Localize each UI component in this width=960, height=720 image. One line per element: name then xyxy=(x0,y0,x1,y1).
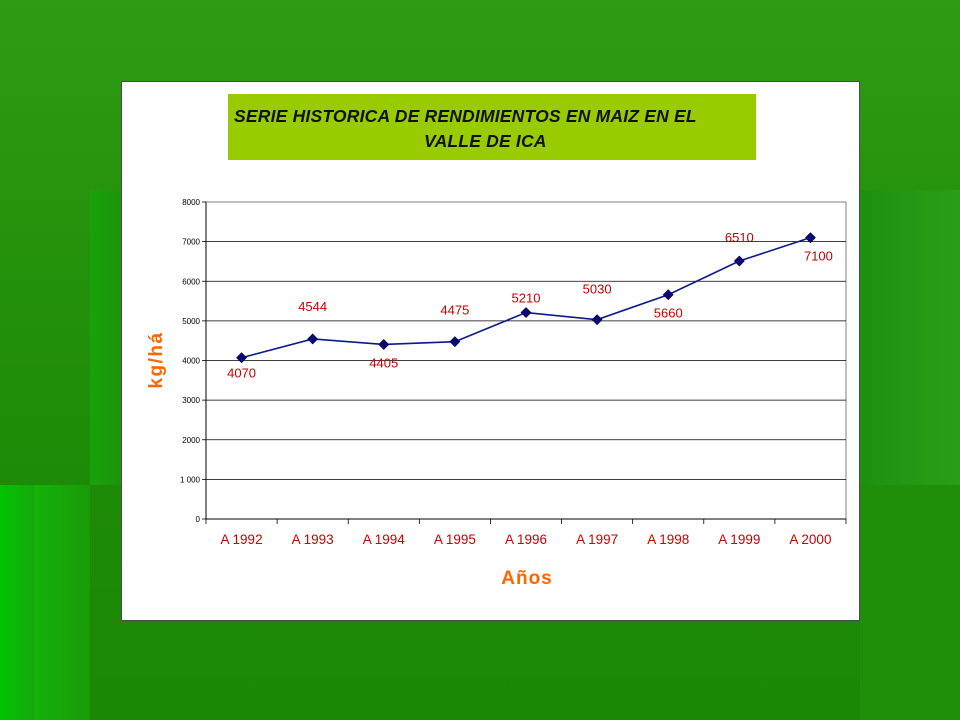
data-label: 7100 xyxy=(804,249,833,264)
data-label: 6510 xyxy=(725,230,754,245)
data-point-marker xyxy=(805,232,816,244)
data-point-marker xyxy=(307,333,319,345)
y-tick-label: 1 000 xyxy=(180,475,201,484)
line-chart: 0 1 000 2000 3000 4000 5000 6000 7000 8000 A 1992… xyxy=(146,198,847,589)
background-shape xyxy=(860,485,960,720)
chart-title-line-2: VALLE DE ICA xyxy=(424,131,547,151)
background-shape xyxy=(34,485,90,720)
data-point-marker xyxy=(236,352,247,364)
data-point-marker xyxy=(520,307,532,318)
background-shape xyxy=(860,190,960,485)
chart-panel: SERIE HISTORICA DE RENDIMIENTOS EN MAIZ … xyxy=(121,81,860,621)
chart-title-box: SERIE HISTORICA DE RENDIMIENTOS EN MAIZ … xyxy=(228,94,756,160)
chart-title-line-1: SERIE HISTORICA DE RENDIMIENTOS EN MAIZ … xyxy=(234,106,697,126)
data-label: 4405 xyxy=(369,355,398,370)
y-tick-label: 4000 xyxy=(182,357,200,366)
x-tick-label: A 1999 xyxy=(718,532,760,547)
x-tick-label: A 2000 xyxy=(789,532,831,547)
x-tick-label: A 1994 xyxy=(363,532,406,547)
data-label: 4475 xyxy=(440,303,469,318)
x-tick-label: A 1992 xyxy=(221,532,263,547)
data-point-marker xyxy=(662,289,674,301)
x-tick-label: A 1998 xyxy=(647,532,689,547)
y-axis-title: kg/há xyxy=(146,331,167,388)
y-tick-label: 5000 xyxy=(182,317,200,326)
x-tick-label: A 1995 xyxy=(434,532,476,547)
background-shape xyxy=(90,190,122,485)
x-tick-label: A 1993 xyxy=(292,532,334,547)
data-point-marker xyxy=(591,314,603,326)
data-label: 4070 xyxy=(227,366,256,381)
y-tick-label: 6000 xyxy=(182,277,200,286)
y-tick-label: 2000 xyxy=(182,436,200,445)
x-axis-title: Años xyxy=(501,568,553,589)
data-point-marker xyxy=(733,255,745,267)
x-tick-label: A 1996 xyxy=(505,532,547,547)
data-label: 5660 xyxy=(654,306,683,321)
data-point-marker xyxy=(378,339,390,350)
y-tick-label: 8000 xyxy=(182,198,200,207)
data-label: 5210 xyxy=(512,291,541,306)
y-tick-label: 7000 xyxy=(182,238,200,247)
data-label: 4544 xyxy=(298,299,327,314)
data-label: 5030 xyxy=(583,282,612,297)
y-tick-label: 3000 xyxy=(182,396,200,405)
y-tick-label: 0 xyxy=(196,515,201,524)
data-point-marker xyxy=(449,336,461,348)
x-tick-label: A 1997 xyxy=(576,532,618,547)
